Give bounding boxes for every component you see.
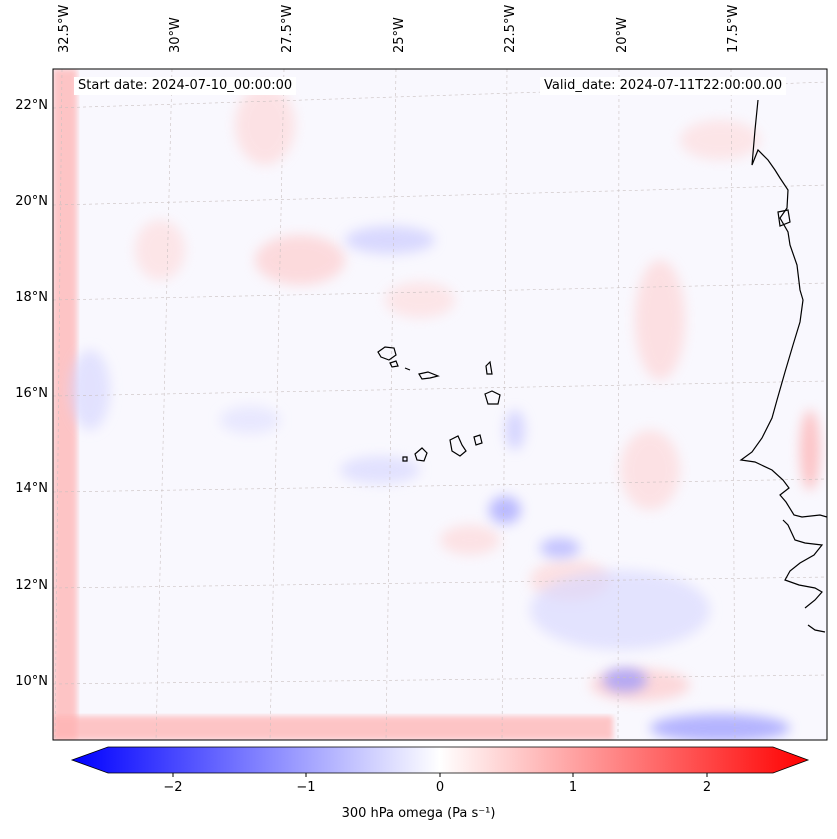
coastline [739, 99, 827, 633]
lat-label-14n: 14°N [15, 481, 48, 496]
colorbar-body [70, 746, 810, 774]
colorbar-tick-2: 2 [702, 780, 712, 795]
south-boundary-band [53, 716, 613, 740]
cape-verde-islands [377, 346, 501, 462]
colorbar-tick-neg1: −1 [296, 780, 316, 795]
colorbar-tick-0: 0 [435, 780, 445, 795]
lat-label-22n: 22°N [15, 98, 48, 113]
colorbar-ticks [172, 773, 708, 777]
colorbar [70, 746, 810, 777]
colorbar-tick-1: 1 [568, 780, 578, 795]
map-background [53, 69, 827, 740]
negative-omega-patches [70, 226, 790, 740]
omega-field [53, 69, 820, 740]
lat-label-20n: 20°N [15, 194, 48, 209]
lat-label-18n: 18°N [15, 290, 48, 305]
map-frame [52, 68, 828, 741]
lat-label-12n: 12°N [15, 578, 48, 593]
graticule [53, 69, 827, 740]
lat-label-16n: 16°N [15, 386, 48, 401]
colorbar-tick-neg2: −2 [163, 780, 183, 795]
colorbar-label: 300 hPa omega (Pa s⁻¹) [341, 806, 496, 821]
start-date-label: Start date: 2024-07-10_00:00:00 [74, 77, 297, 95]
lat-label-10n: 10°N [15, 674, 48, 689]
valid-date-label: Valid_date: 2024-07-11T22:00:00.00 [540, 77, 787, 95]
